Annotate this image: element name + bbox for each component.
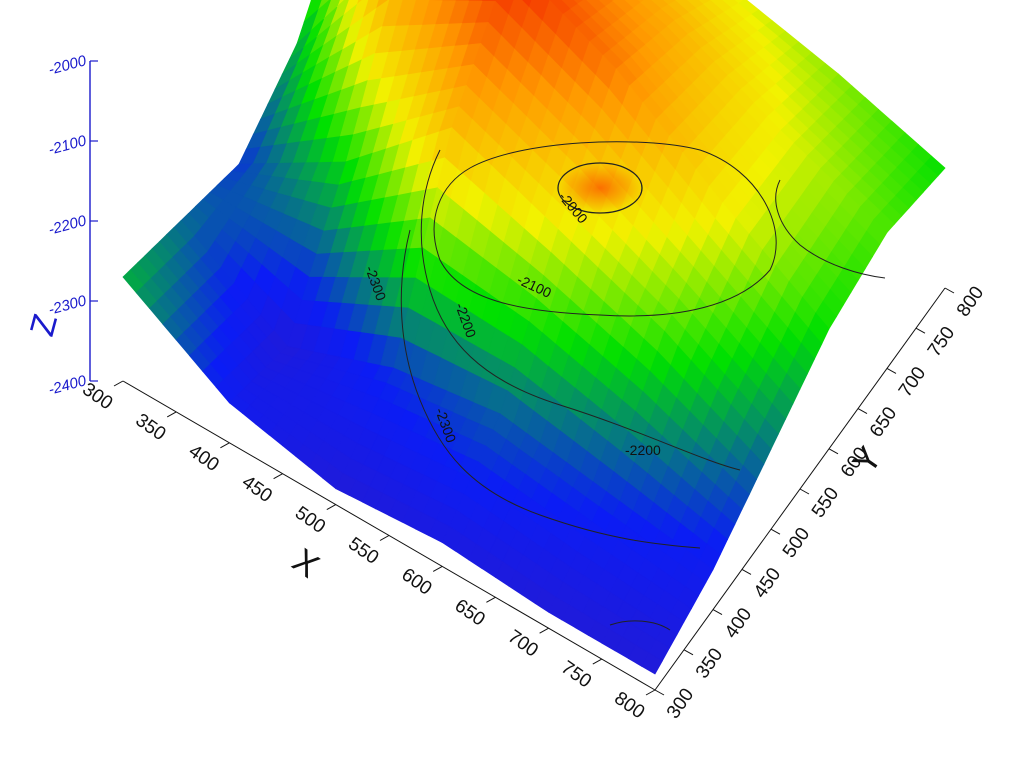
y-tick-mark (886, 367, 897, 374)
contour-line (400, 229, 701, 549)
surface-patch (641, 652, 663, 675)
x-tick-label: 500 (291, 503, 329, 538)
x-tick-mark (539, 627, 549, 634)
contour-line (433, 141, 777, 317)
y-tick-mark (741, 568, 752, 575)
contour-line (609, 620, 671, 631)
surface-patch (733, 0, 745, 4)
x-tick-label: 650 (451, 595, 489, 630)
y-tick-label: 750 (924, 323, 959, 361)
x-tick-mark (432, 565, 443, 572)
y-tick-mark (857, 408, 868, 415)
y-tick-mark (654, 689, 665, 696)
x-tick-label: 350 (131, 410, 169, 445)
x-tick-mark (220, 442, 230, 449)
y-tick-label: 800 (953, 283, 988, 321)
x-tick-mark (379, 535, 390, 541)
z-tick-label: -2200 (47, 212, 89, 239)
y-tick-mark (828, 448, 839, 455)
y-tick-mark (683, 649, 694, 656)
x-tick-label: 450 (238, 472, 276, 507)
y-tick-label: 350 (692, 645, 727, 683)
z-tick-label: -2000 (47, 52, 89, 79)
y-tick-label: 400 (721, 604, 756, 642)
surface-patch (572, 0, 585, 5)
y-tick-label: 650 (866, 403, 901, 441)
z-tick-label: -2300 (47, 292, 89, 319)
contour-line (775, 179, 886, 279)
x-tick-mark (486, 596, 496, 603)
x-tick-label: 700 (504, 626, 542, 661)
x-tick-mark (326, 504, 337, 511)
x-tick-mark (166, 411, 177, 418)
y-tick-mark (944, 287, 955, 294)
x-tick-label: 550 (344, 533, 382, 568)
z-tick-label: -2100 (47, 132, 89, 159)
y-tick-label: 700 (895, 363, 930, 401)
y-tick-mark (799, 488, 810, 495)
x-tick-label: 800 (610, 688, 648, 723)
surface-patch (636, 0, 645, 4)
x-tick-label: 600 (397, 564, 435, 599)
x-tick-mark (645, 689, 656, 696)
surface (122, 0, 946, 675)
x-tick-mark (113, 380, 124, 387)
y-tick-mark (915, 327, 926, 334)
x-tick-label: 400 (185, 441, 223, 476)
contour-lines (400, 141, 886, 631)
contour-line (420, 149, 741, 471)
contour-label: -2200 (625, 442, 661, 458)
y-tick-mark (712, 609, 723, 616)
x-axis-title: X (285, 541, 325, 585)
y-tick-label: 300 (663, 685, 698, 723)
x-tick-mark (592, 658, 603, 665)
y-tick-label: 450 (750, 564, 785, 602)
y-tick-label: 550 (808, 484, 843, 522)
y-tick-mark (770, 528, 781, 535)
peak-contour-ring (557, 162, 643, 214)
y-tick-label: 500 (779, 524, 814, 562)
x-tick-mark (273, 473, 283, 480)
x-tick-label: 750 (557, 657, 595, 692)
